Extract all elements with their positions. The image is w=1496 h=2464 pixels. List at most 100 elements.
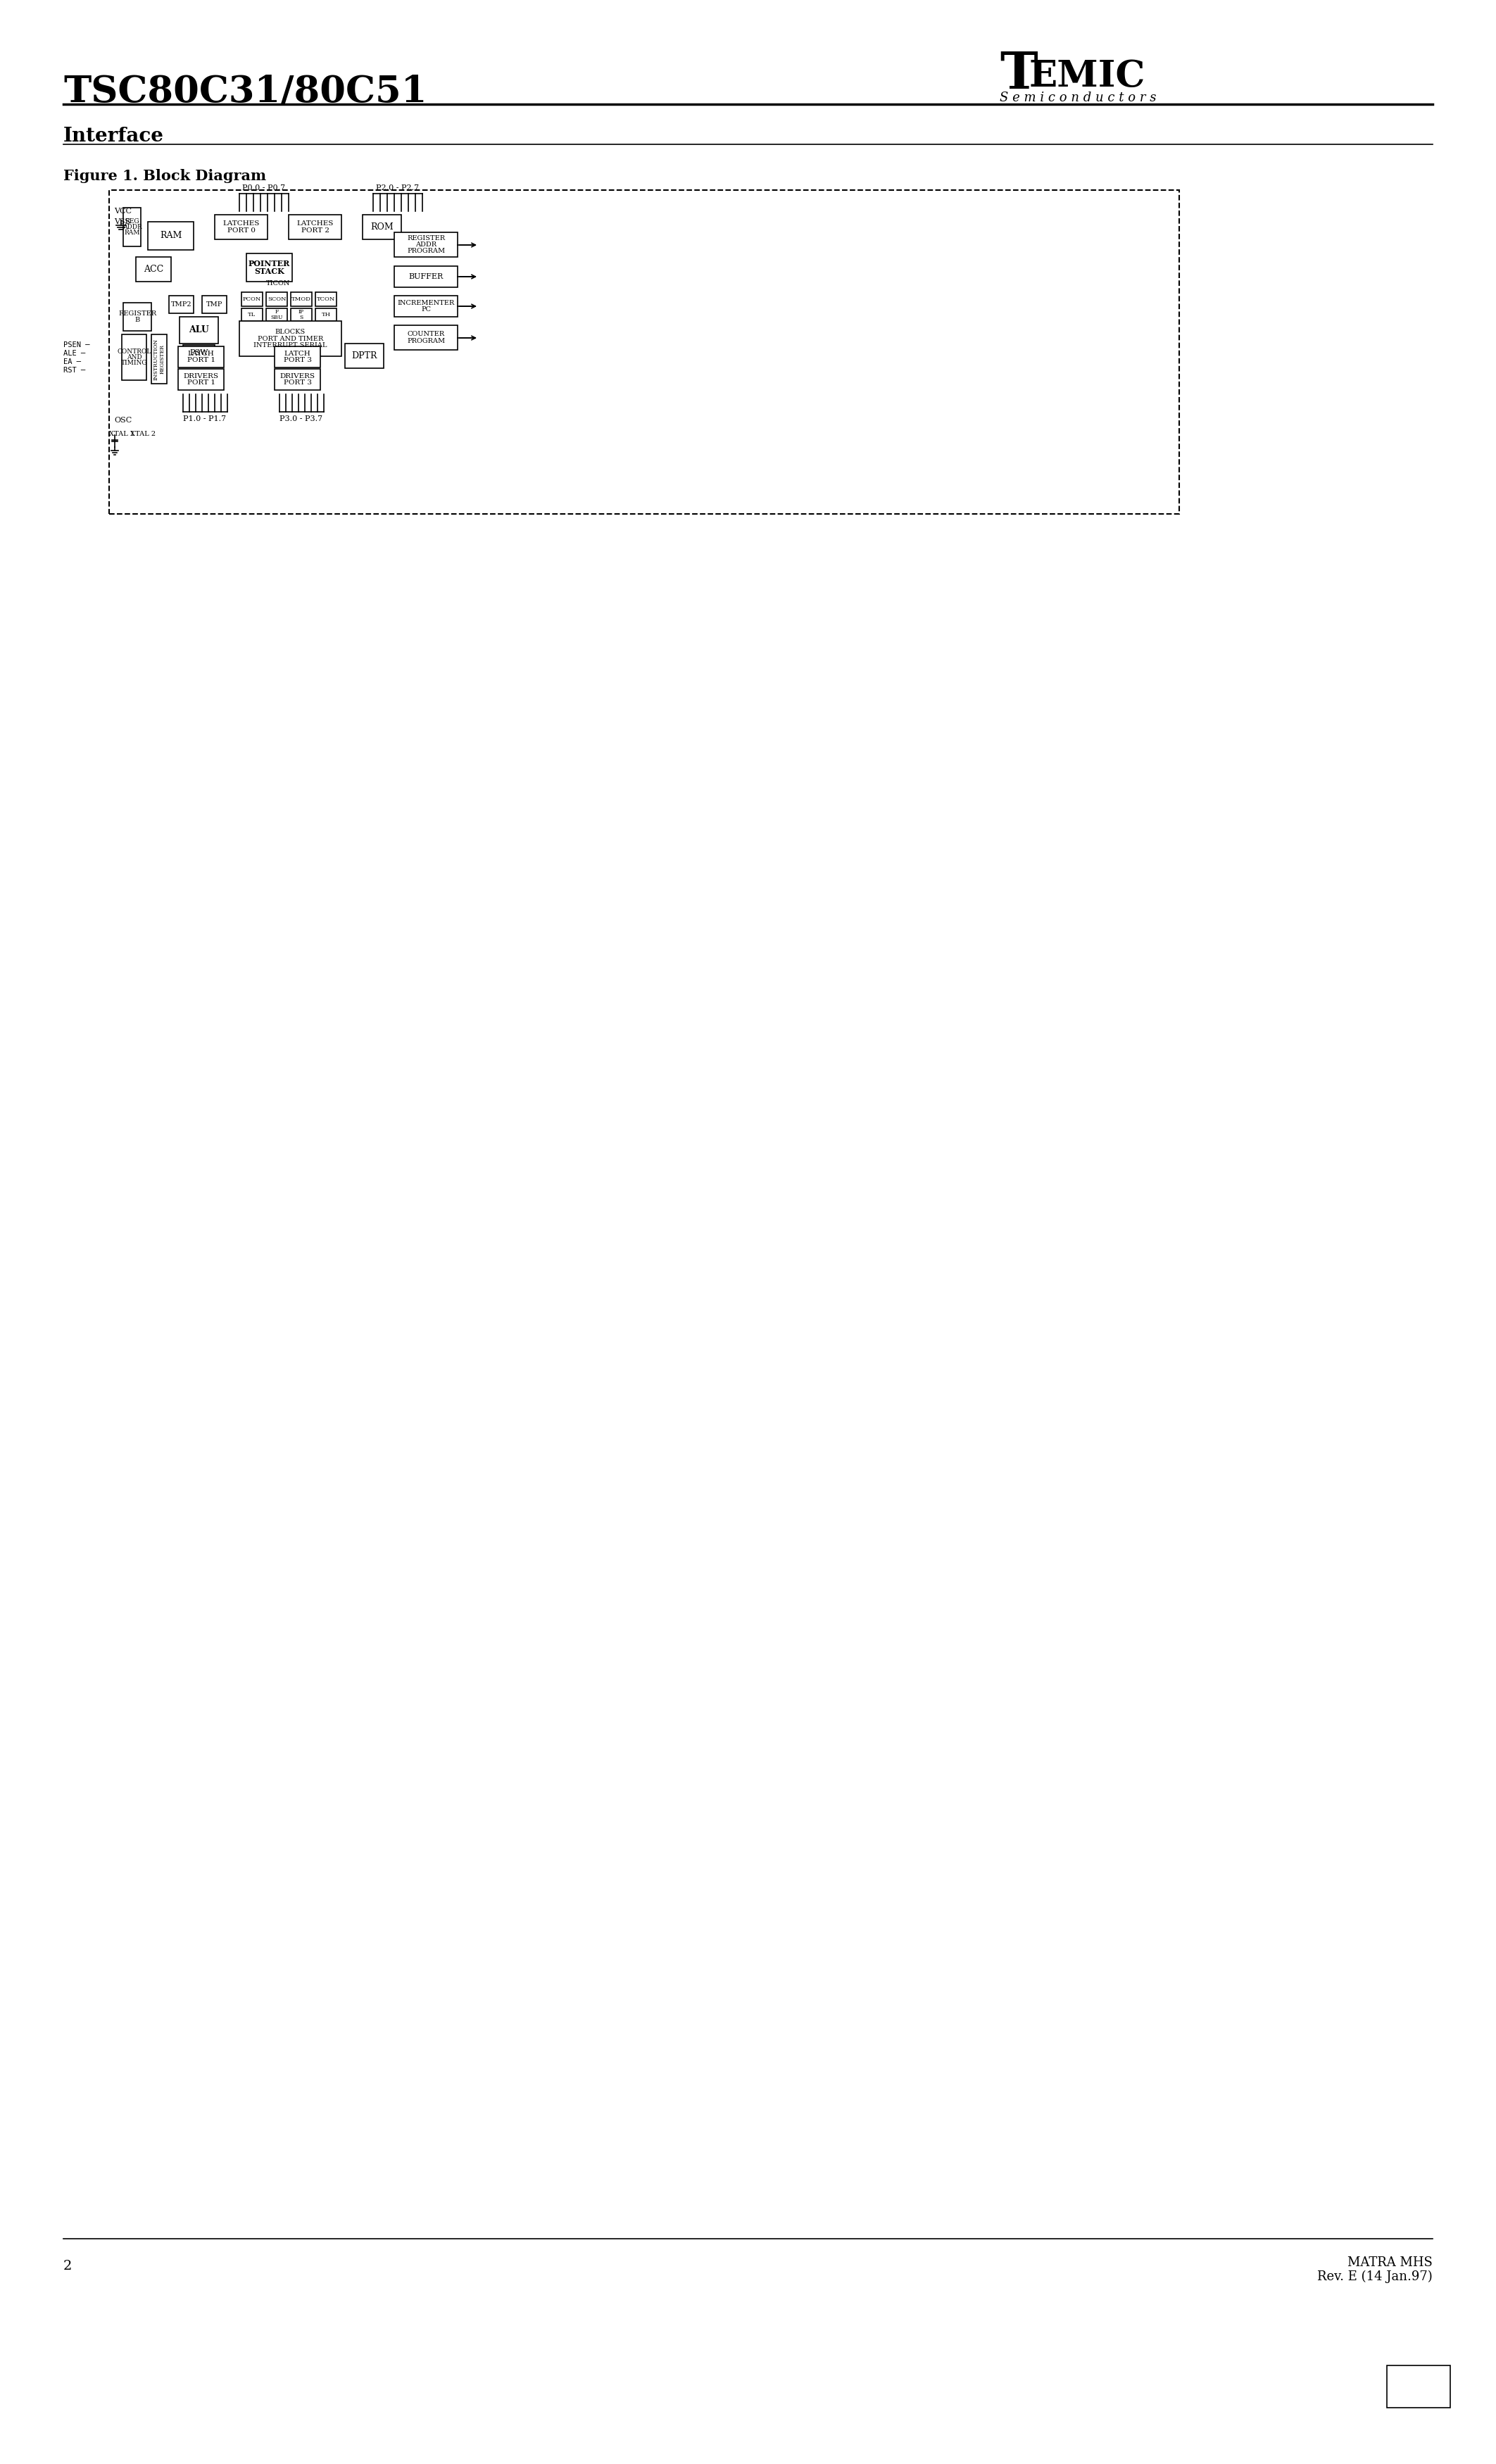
Text: PSW: PSW	[190, 350, 208, 357]
Text: PROGRAM: PROGRAM	[407, 338, 444, 345]
Bar	[275, 370, 320, 389]
Text: F: F	[275, 310, 278, 315]
Text: REG: REG	[124, 217, 139, 224]
Text: PORT 1: PORT 1	[187, 379, 215, 387]
Bar	[289, 214, 341, 239]
Text: RAM: RAM	[160, 232, 183, 241]
Text: TMP2: TMP2	[171, 301, 191, 308]
Text: LATCH: LATCH	[187, 350, 214, 357]
Bar	[395, 296, 458, 318]
Text: PORT AND TIMER: PORT AND TIMER	[257, 335, 323, 342]
Bar	[241, 293, 263, 306]
Text: PORT 1: PORT 1	[187, 357, 215, 365]
Text: Figure 1. Block Diagram: Figure 1. Block Diagram	[63, 170, 266, 182]
Text: PROGRAM: PROGRAM	[407, 249, 444, 254]
Text: COUNTER: COUNTER	[407, 330, 444, 338]
Bar	[1387, 2365, 1450, 2407]
Text: OSC: OSC	[114, 416, 132, 424]
Text: EA ─: EA ─	[63, 357, 81, 365]
Text: S: S	[299, 315, 304, 320]
Text: INTERRUPT SERIAL: INTERRUPT SERIAL	[254, 342, 328, 347]
Text: PORT 3: PORT 3	[283, 379, 311, 387]
Bar	[123, 303, 151, 330]
Bar	[183, 345, 215, 360]
Text: VSS: VSS	[114, 219, 130, 224]
Text: SCON: SCON	[268, 296, 286, 303]
Text: LATCH: LATCH	[284, 350, 311, 357]
Text: INCREMENTER: INCREMENTER	[398, 301, 455, 306]
Bar	[290, 293, 311, 306]
Bar	[266, 308, 287, 320]
Bar	[121, 335, 147, 379]
Bar	[247, 254, 292, 281]
Text: PORT 3: PORT 3	[283, 357, 311, 365]
Text: AND: AND	[127, 355, 142, 360]
Text: INSTRUCTION
REGISTER: INSTRUCTION REGISTER	[153, 338, 165, 379]
Text: ADDR: ADDR	[416, 241, 437, 249]
Text: SBU: SBU	[271, 315, 283, 320]
Bar	[395, 325, 458, 350]
Text: BLOCKS: BLOCKS	[275, 330, 305, 335]
Bar	[215, 214, 268, 239]
Bar	[275, 347, 320, 367]
Text: TMOD: TMOD	[292, 296, 311, 303]
Bar	[239, 320, 341, 357]
Bar	[202, 296, 227, 313]
Text: VCC: VCC	[114, 207, 132, 214]
Text: ACC: ACC	[144, 264, 163, 274]
Text: LATCHES: LATCHES	[296, 219, 334, 227]
Text: 2: 2	[63, 2259, 72, 2272]
Text: T: T	[999, 49, 1038, 99]
Text: DPTR: DPTR	[352, 352, 377, 360]
Bar	[180, 318, 218, 342]
Text: LATCHES: LATCHES	[223, 219, 260, 227]
Text: TICON: TICON	[266, 281, 290, 286]
Text: PC: PC	[420, 306, 431, 313]
Text: TH: TH	[322, 313, 331, 318]
Text: PCON: PCON	[242, 296, 262, 303]
Text: MATRA MHS: MATRA MHS	[1348, 2257, 1433, 2269]
Text: B: B	[135, 318, 139, 323]
Text: PORT 2: PORT 2	[301, 227, 329, 234]
Text: STACK: STACK	[254, 266, 284, 276]
Bar	[266, 293, 287, 306]
Text: ALE ─: ALE ─	[63, 350, 85, 357]
Bar	[316, 293, 337, 306]
Text: CONTROL: CONTROL	[117, 347, 151, 355]
Text: REGISTER: REGISTER	[407, 234, 444, 241]
Text: XTAL 2: XTAL 2	[130, 431, 156, 436]
Text: RST ─: RST ─	[63, 367, 85, 375]
Text: ROM: ROM	[371, 222, 393, 232]
Bar	[362, 214, 401, 239]
Bar	[136, 256, 171, 281]
Text: TL: TL	[248, 313, 256, 318]
Text: DRIVERS: DRIVERS	[280, 372, 316, 379]
Text: TCON: TCON	[317, 296, 335, 303]
Text: P0.0 - P0.7: P0.0 - P0.7	[242, 185, 286, 192]
Text: PSEN ─: PSEN ─	[63, 342, 90, 347]
Bar	[346, 342, 383, 367]
Bar	[241, 308, 263, 320]
Text: IP: IP	[299, 310, 304, 315]
Text: PORT 0: PORT 0	[227, 227, 256, 234]
Bar	[169, 296, 193, 313]
Bar	[395, 266, 458, 288]
Bar	[178, 370, 224, 389]
Text: Interface: Interface	[63, 126, 165, 145]
Text: DRIVERS: DRIVERS	[184, 372, 218, 379]
Bar	[148, 222, 193, 249]
Text: P3.0 - P3.7: P3.0 - P3.7	[280, 416, 323, 421]
Text: P2.0 - P2.7: P2.0 - P2.7	[377, 185, 419, 192]
Bar	[151, 335, 168, 384]
Text: POINTER: POINTER	[248, 261, 290, 269]
Text: EMIC: EMIC	[1029, 59, 1146, 94]
Bar	[316, 308, 337, 320]
Text: ALU: ALU	[188, 325, 209, 335]
Text: ADDR: ADDR	[123, 224, 142, 229]
Text: P1.0 - P1.7: P1.0 - P1.7	[184, 416, 226, 421]
Bar	[178, 347, 224, 367]
Text: RAM: RAM	[124, 229, 141, 237]
Text: TIMING: TIMING	[121, 360, 148, 367]
Text: TMP: TMP	[206, 301, 223, 308]
Text: REGISTER: REGISTER	[118, 310, 157, 318]
